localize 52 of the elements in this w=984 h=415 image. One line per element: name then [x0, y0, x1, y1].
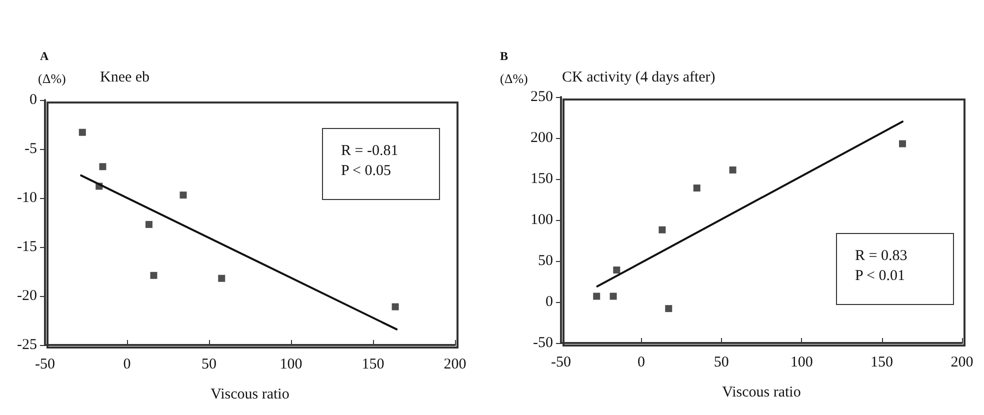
y-tick-label: -15: [17, 239, 37, 255]
point: [693, 184, 700, 192]
chart-subtitle: B: [500, 49, 508, 63]
x-tick-label: 200: [444, 356, 466, 372]
y-axis-title: (Δ%): [38, 71, 66, 86]
x-tick-label: 200: [950, 354, 974, 370]
chart-title: Knee eb: [100, 70, 150, 86]
y-tick-label: 250: [530, 89, 553, 105]
annotation: R = 0.83 P < 0.01: [855, 247, 908, 286]
y-tick-label: -20: [17, 288, 37, 304]
point: [99, 163, 106, 170]
y-tick-label: 150: [530, 171, 553, 187]
x-tick-label: 0: [637, 354, 645, 370]
point: [613, 266, 620, 274]
chart-subtitle: A: [40, 49, 49, 63]
point: [180, 192, 187, 199]
y-tick-label: 50: [538, 253, 553, 269]
x-tick-label: 100: [280, 356, 302, 372]
outlined-box: R = -0.81 P < 0.05: [322, 128, 440, 200]
y-tick-label: 0: [546, 294, 553, 310]
x-axis-title: Viscous ratio: [722, 384, 801, 400]
x-tick-label: 50: [714, 354, 729, 370]
x-tick-label: -50: [551, 354, 571, 370]
x-tick-label: 150: [870, 354, 894, 370]
x-tick-label: 50: [202, 356, 216, 372]
point: [658, 226, 666, 234]
chart-title: CK activity (4 days after): [562, 70, 716, 86]
y-axis-title: (Δ%): [500, 71, 528, 86]
outlined-box: R = 0.83 P < 0.01: [836, 233, 954, 305]
x-axis-title: Viscous ratio: [210, 386, 290, 402]
x-tick-label: 0: [123, 356, 131, 372]
y-tick-label: -10: [17, 190, 37, 206]
point: [392, 303, 399, 310]
y-tick-label: 0: [30, 92, 37, 108]
point: [729, 166, 736, 174]
point: [665, 305, 672, 312]
x-tick-label: -50: [35, 356, 55, 372]
y-tick-label: 200: [530, 130, 553, 146]
y-tick-label: -5: [24, 141, 37, 157]
y-tick-label: -25: [17, 337, 37, 353]
point: [150, 272, 158, 279]
point: [78, 128, 86, 136]
x-tick-label: 150: [362, 356, 384, 372]
point: [610, 292, 617, 300]
y-tick-label: -50: [533, 335, 553, 351]
point: [145, 220, 152, 228]
x-tick-label: 100: [790, 354, 813, 370]
y-tick-label: 100: [530, 212, 553, 228]
annotation: R = -0.81 P < 0.05: [341, 142, 398, 181]
point: [218, 274, 226, 282]
point: [898, 140, 906, 148]
point: [593, 292, 600, 300]
